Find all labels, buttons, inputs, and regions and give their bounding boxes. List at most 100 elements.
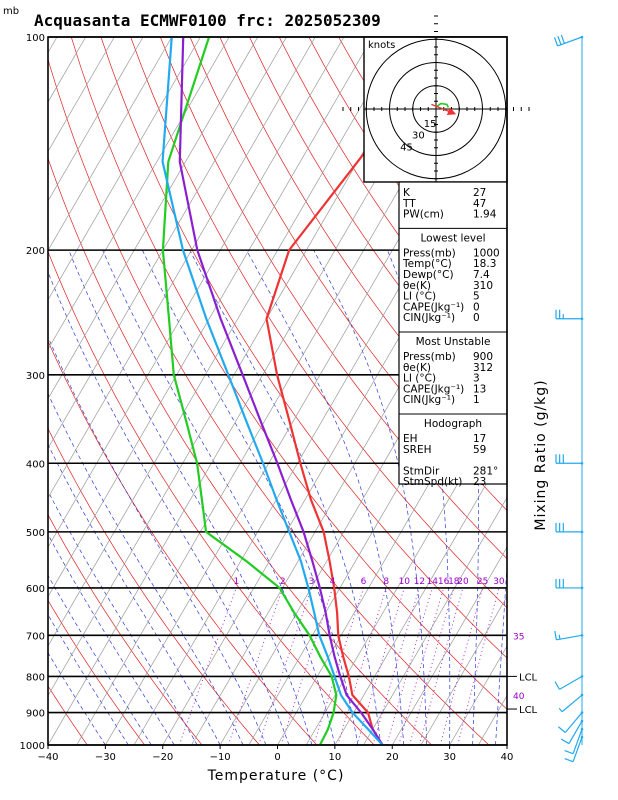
isotherm-line	[420, 595, 507, 745]
x-tick-label: −20	[152, 752, 173, 763]
wind-barb-point	[580, 35, 584, 39]
moist-adiabat-line	[48, 443, 221, 745]
wind-barb-half-flag	[558, 707, 563, 713]
dry-adiabat-line	[130, 37, 507, 609]
x-tick-label: 0	[274, 752, 280, 763]
lowest-level-index-name: LI (°C)	[403, 291, 436, 303]
moist-adiabat-line	[48, 614, 129, 745]
mixing-ratio-value: 8	[383, 577, 389, 587]
lowest-level-index-value: 0	[473, 301, 480, 313]
isotherm-line	[48, 37, 173, 252]
mixing-ratio-value: 1	[233, 577, 239, 587]
lowest-level-index-value: 310	[473, 280, 493, 292]
dewpoint-profile	[161, 37, 338, 745]
wind-barb-staff	[568, 720, 583, 744]
general-index-name: PW(cm)	[403, 209, 444, 221]
mixing-ratio-line	[439, 587, 484, 745]
mixing-ratio-line	[457, 587, 500, 745]
isotherm-line	[48, 37, 402, 647]
mixing-ratio-value: 12	[414, 577, 425, 587]
isotherm-line	[48, 37, 201, 301]
mixing-ratio-value: 16	[438, 577, 450, 587]
wind-barb-half-flag	[558, 634, 561, 640]
dry-adiabat-line	[219, 37, 507, 464]
wind-barb-flag	[564, 750, 574, 755]
mixing-ratio-value: 6	[361, 577, 367, 587]
wind-barb-column	[553, 34, 584, 763]
mixing-ratio-value: 2	[280, 577, 286, 587]
moist-adiabat-line	[142, 249, 359, 745]
hodograph-trace	[436, 102, 450, 108]
isotherm-line	[48, 37, 287, 449]
wind-barb-point	[580, 711, 584, 714]
dry-adiabat-line	[48, 427, 260, 745]
moist-adiabat-line	[189, 249, 382, 745]
wind-barb-staff	[561, 694, 583, 713]
isotherm-line	[48, 37, 115, 153]
dry-adiabat-line	[48, 340, 318, 745]
isotherm-line	[191, 200, 507, 745]
wind-barb-point	[580, 727, 584, 731]
hodograph-ring-label: 15	[424, 119, 437, 130]
mixing-ratio-value: 30	[493, 577, 505, 587]
hodograph-index-value: 17	[473, 433, 486, 445]
y-tick-label: 600	[26, 584, 45, 595]
most-unstable-index-value: 900	[473, 351, 493, 363]
x-tick-label: 30	[443, 752, 456, 763]
hodograph-index-name: StmSpd(kt)	[403, 476, 462, 488]
lowest-level-index-value: 5	[473, 291, 480, 303]
y-tick-label: 1000	[20, 741, 45, 752]
isotherm-line	[0, 37, 28, 745]
dry-adiabat-line	[606, 37, 618, 745]
most-unstable-index-value: 3	[473, 373, 480, 385]
isotherm-line	[305, 398, 507, 745]
hodograph-unit-label: knots	[368, 40, 395, 51]
moist-adiabat-line	[48, 392, 244, 745]
hodograph-index-value: 23	[473, 476, 486, 488]
y-tick-label: 400	[26, 459, 45, 470]
mixing-ratio-line	[227, 587, 284, 745]
lowest-level-index-value: 1000	[473, 247, 500, 259]
mixing-ratio-line	[398, 587, 445, 745]
wind-barb-staff	[559, 675, 583, 690]
mixing-ratio-value: 18	[448, 577, 460, 587]
wind-barb-point	[580, 586, 584, 590]
dry-adiabat-line	[48, 250, 375, 745]
mixing-ratio-label: Mixing Ratio (g/kg)	[533, 379, 549, 530]
most-unstable-index-name: θe(K)	[403, 362, 431, 374]
dry-adiabat-line	[48, 157, 432, 745]
parcel-virtual-profile	[178, 37, 384, 745]
wind-barb-flag	[553, 37, 559, 47]
lowest-level-index-name: CAPE(Jkg⁻¹)	[403, 301, 464, 313]
general-index-value: 27	[473, 187, 486, 199]
indices-box	[398, 181, 508, 485]
wind-barb-point	[580, 693, 584, 697]
most-unstable-index-value: 13	[473, 383, 486, 395]
y-tick-label: 800	[26, 672, 45, 683]
dry-adiabat-line	[48, 58, 490, 745]
isotherm-line	[334, 447, 507, 745]
x-tick-label: 10	[329, 752, 342, 763]
mixing-ratio-value: 3	[309, 577, 315, 587]
wind-barb-point	[580, 634, 584, 637]
y-tick-label: 500	[26, 528, 45, 539]
x-tick-label: −40	[37, 752, 58, 763]
x-tick-label: 20	[386, 752, 399, 763]
mixing-ratio-line	[409, 587, 455, 745]
parcel-profile	[161, 37, 384, 745]
wind-barb-point	[580, 461, 584, 465]
wind-barb-staff	[572, 729, 583, 754]
wind-barb-staff	[557, 36, 583, 47]
mixing-ratio-value: 25	[477, 577, 488, 587]
pressure-unit: mb	[3, 6, 19, 17]
general-index-value: 47	[473, 198, 486, 210]
lcl-label: LCL	[519, 672, 538, 683]
y-tick-label: 200	[26, 246, 45, 257]
most-unstable-index-name: CIN(Jkg⁻¹)	[403, 394, 455, 406]
wind-barb-flag	[560, 738, 570, 745]
lowest-level-index-value: 7.4	[473, 269, 490, 281]
mixing-ratio-value: 4	[330, 577, 336, 587]
